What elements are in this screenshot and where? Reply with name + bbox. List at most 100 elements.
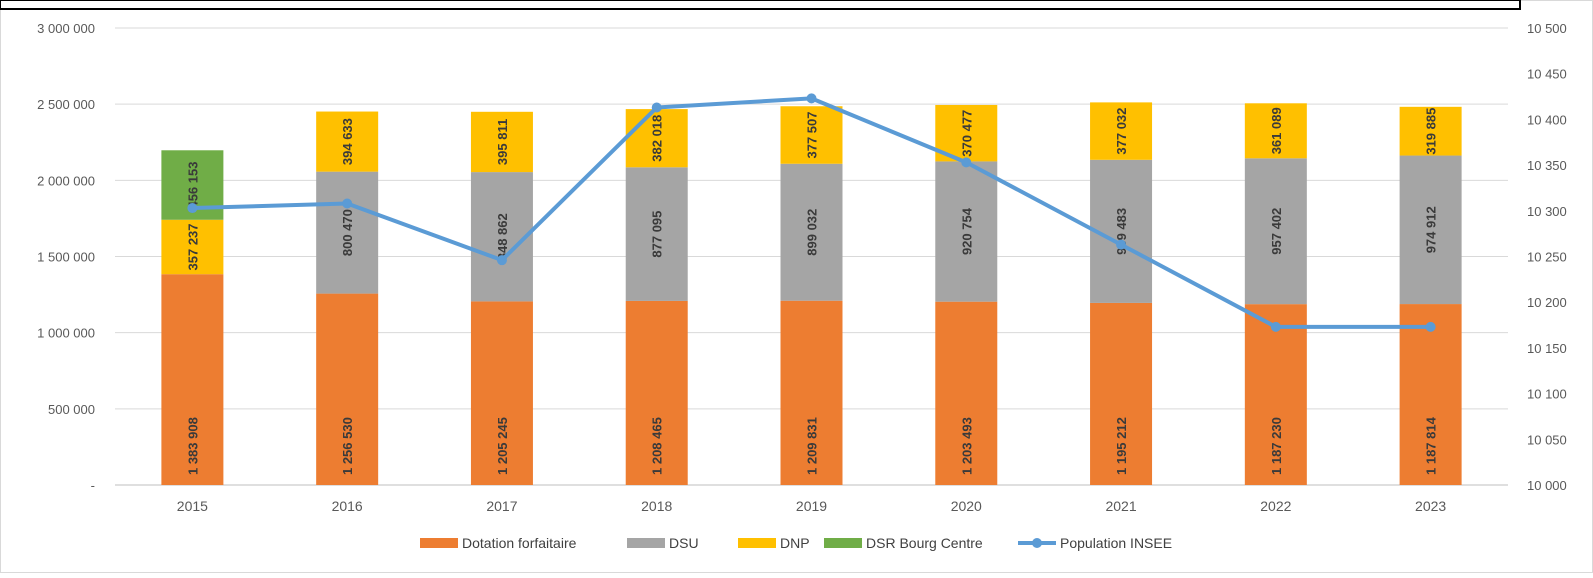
legend: Dotation forfaitaire DSU DNP DSR Bourg Cent… (420, 535, 1172, 551)
bar-segment (1399, 155, 1462, 305)
data-label: 848 862 (495, 213, 510, 260)
y-right-tick-label: 10 100 (1527, 387, 1567, 402)
population-point (961, 157, 972, 168)
y-right-tick-label: 10 150 (1527, 341, 1567, 356)
data-label: 1 383 908 (185, 417, 200, 475)
data-label: 394 633 (340, 118, 355, 165)
data-label: 877 095 (650, 211, 665, 258)
bar-segment (470, 301, 533, 485)
bar-segment (161, 219, 224, 275)
data-label: 1 256 530 (340, 417, 355, 475)
y-right-tick-label: 10 250 (1527, 250, 1567, 265)
y-left-tick-label: 1 000 000 (37, 326, 95, 341)
data-label: 1 187 230 (1269, 417, 1284, 475)
x-tick-label: 2016 (332, 498, 363, 514)
data-label: 1 205 245 (495, 417, 510, 475)
y-left-tick-label: 500 000 (48, 402, 95, 417)
bar-segment (935, 161, 998, 302)
data-label: 370 477 (959, 110, 974, 157)
legend-swatch (738, 538, 776, 548)
data-label: 395 811 (495, 119, 510, 165)
y-left-tick-label: 2 000 000 (37, 173, 95, 188)
data-label: 361 089 (1269, 107, 1284, 154)
legend-label: DSR Bourg Centre (866, 535, 983, 551)
population-line (187, 93, 1436, 332)
data-labels: 1 383 908 1 256 530 1 205 245 1 208 465 1 20… (185, 107, 1438, 475)
data-label: 1 195 212 (1114, 417, 1129, 475)
bar-segment (780, 106, 843, 164)
y-right-tick-label: 10 000 (1527, 478, 1567, 493)
data-label: 800 470 (340, 209, 355, 256)
data-label: 1 187 814 (1424, 416, 1439, 475)
legend-label: Population INSEE (1060, 535, 1172, 551)
population-point (496, 255, 507, 266)
legend-line-marker (1032, 538, 1042, 548)
legend-swatch (627, 538, 665, 548)
data-label: 377 032 (1114, 108, 1129, 155)
top-strip (0, 0, 1521, 10)
data-label: 456 153 (185, 162, 200, 209)
x-tick-label: 2021 (1105, 498, 1136, 514)
y-right-tick-label: 10 450 (1527, 67, 1567, 82)
population-point (187, 203, 198, 214)
axes: - 500 000 1 000 000 1 500 000 2 000 000 2 500… (37, 21, 1567, 514)
bar-segment (161, 274, 224, 485)
bar-segment (1090, 102, 1153, 160)
y-right-tick-label: 10 300 (1527, 204, 1567, 219)
bar-segment (470, 172, 533, 302)
bar-segment (1244, 158, 1307, 305)
x-tick-label: 2018 (641, 498, 672, 514)
legend-swatch (824, 538, 862, 548)
bars (161, 102, 1462, 485)
x-tick-label: 2022 (1260, 498, 1291, 514)
bar-segment (1399, 106, 1462, 156)
y-right-tick-label: 10 400 (1527, 112, 1567, 127)
x-tick-label: 2023 (1415, 498, 1446, 514)
bar-segment (1090, 302, 1153, 485)
y-left-tick-label: - (91, 478, 95, 493)
bar-segment (625, 109, 688, 168)
x-tick-label: 2019 (796, 498, 827, 514)
data-label: 957 402 (1269, 208, 1284, 255)
data-label: 357 237 (185, 223, 200, 270)
bar-segment (625, 167, 688, 301)
y-right-tick-label: 10 200 (1527, 295, 1567, 310)
data-label: 319 885 (1424, 108, 1439, 155)
population-point (342, 198, 353, 209)
y-left-tick-label: 2 500 000 (37, 97, 95, 112)
legend-label: Dotation forfaitaire (462, 535, 577, 551)
legend-label: DNP (780, 535, 810, 551)
data-label: 382 018 (650, 115, 665, 162)
data-label: 920 754 (959, 207, 974, 255)
y-right-tick-label: 10 350 (1527, 158, 1567, 173)
data-label: 377 507 (805, 111, 820, 158)
bar-segment (316, 111, 379, 172)
bar-segment (780, 300, 843, 485)
y-right-tick-label: 10 500 (1527, 21, 1567, 36)
legend-swatch (420, 538, 458, 548)
bar-segment (470, 111, 533, 173)
x-tick-label: 2020 (951, 498, 982, 514)
population-point (1116, 239, 1127, 250)
population-point (806, 93, 817, 104)
y-left-tick-label: 1 500 000 (37, 250, 95, 265)
population-point (1425, 321, 1436, 332)
bar-segment (1244, 103, 1307, 159)
bar-segment (316, 171, 379, 294)
y-right-tick-label: 10 050 (1527, 432, 1567, 447)
population-point (1270, 321, 1281, 332)
bar-segment (1244, 304, 1307, 485)
legend-label: DSU (669, 535, 699, 551)
bar-segment (1399, 304, 1462, 485)
bar-segment (780, 163, 843, 301)
population-point (651, 102, 662, 113)
data-label: 1 209 831 (805, 417, 820, 475)
bar-segment (625, 300, 688, 485)
x-tick-label: 2015 (177, 498, 208, 514)
data-label: 899 032 (805, 209, 820, 256)
bar-segment (316, 293, 379, 485)
x-tick-label: 2017 (486, 498, 517, 514)
data-label: 974 912 (1424, 206, 1439, 253)
data-label: 1 203 493 (959, 417, 974, 475)
